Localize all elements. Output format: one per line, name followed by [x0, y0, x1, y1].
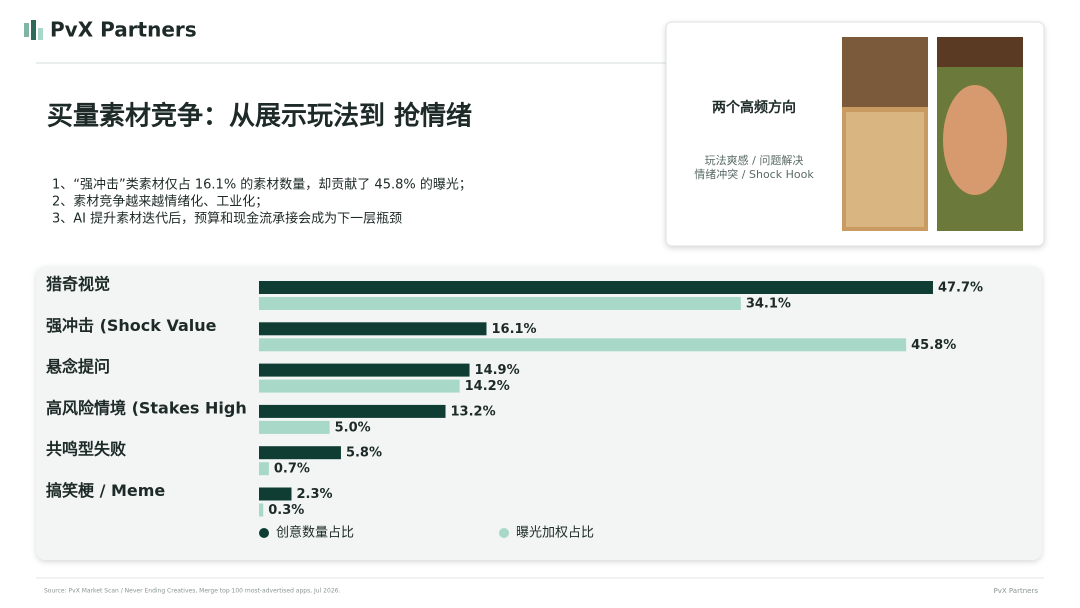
bar [259, 487, 292, 501]
category-label: 高风险情境 (Stakes High [46, 398, 247, 417]
legend-label: 创意数量占比 [276, 525, 354, 541]
bar [259, 379, 460, 393]
source: Source: PvX Market Scan / Never Ending C… [44, 588, 340, 595]
value-label: 5.8% [346, 446, 382, 461]
value-label: 34.1% [746, 297, 791, 312]
bullet: 3、AI 提升素材迭代后，预算和现金流承接会成为下一层瓶颈 [52, 211, 402, 227]
category-label: 搞笑梗 / Meme [46, 481, 165, 500]
footer-brand: PvX Partners [994, 587, 1039, 595]
bar [259, 420, 330, 434]
value-label: 0.7% [274, 462, 310, 477]
bar [259, 404, 446, 418]
bar [259, 297, 741, 310]
bar [259, 462, 269, 476]
chart: 猎奇视觉 47.7% 34.1% 强冲击 (Shock Value 16.1% 45.8%… [45, 275, 983, 541]
category-label: 猎奇视觉 [46, 275, 110, 294]
game-image [842, 37, 928, 231]
character-image [937, 37, 1023, 231]
bar [259, 363, 470, 377]
category-label: 共鸣型失败 [46, 440, 126, 459]
bar [259, 503, 264, 517]
bar [259, 322, 487, 336]
bar [259, 446, 341, 460]
category-label: 悬念提问 [45, 357, 110, 376]
legend-label: 曝光加权占比 [516, 525, 594, 541]
value-label: 5.0% [335, 420, 371, 435]
value-label: 13.2% [451, 404, 496, 419]
value-label: 14.2% [465, 379, 510, 394]
brand: PvX Partners [50, 18, 197, 42]
bar [259, 338, 907, 352]
value-label: 0.3% [268, 503, 304, 518]
value-label: 2.3% [296, 487, 332, 502]
category-label: 强冲击 (Shock Value [46, 316, 217, 335]
logo [24, 20, 43, 40]
legend-swatch [499, 528, 509, 538]
value-label: 47.7% [938, 281, 983, 296]
bullet: 1、“强冲击”类素材仅占 16.1% 的素材数量，却贡献了 45.8% 的曝光； [52, 177, 472, 193]
slide-title: 买量素材竞争：从展示玩法到 抢情绪 [47, 101, 472, 132]
card-title: 两个高频方向 [712, 99, 796, 116]
bar [259, 281, 933, 294]
card-line: 玩法爽感 / 问题解决 [705, 153, 804, 167]
legend-swatch [259, 528, 269, 538]
value-label: 16.1% [491, 322, 536, 337]
value-label: 45.8% [911, 338, 956, 353]
bullet: 2、素材竞争越来越情绪化、工业化； [52, 194, 268, 210]
value-label: 14.9% [475, 363, 520, 378]
card-line: 情绪冲突 / Shock Hook [694, 167, 814, 181]
